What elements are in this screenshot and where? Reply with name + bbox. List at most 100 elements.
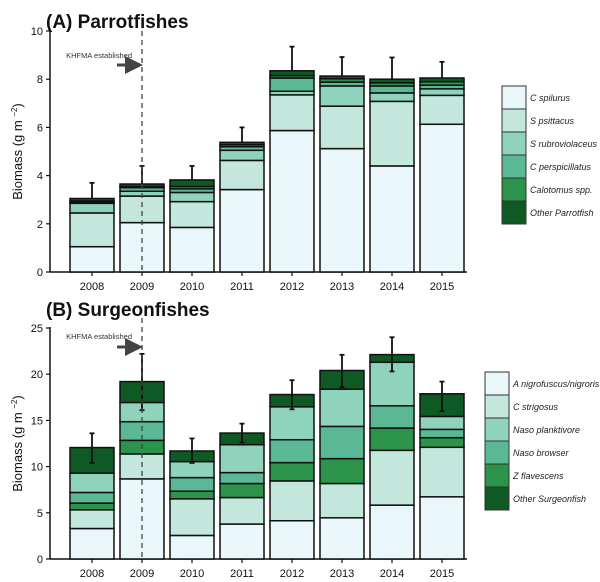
bar-segment-z-flavescens	[369, 427, 415, 452]
x-tick-label: 2011	[230, 281, 254, 293]
bar-segment-s-psittacus	[369, 100, 415, 167]
bar-segment-z-flavescens	[69, 502, 115, 511]
bar-segment-naso-browser	[169, 476, 215, 492]
legend-label: S psittacus	[530, 116, 575, 126]
x-tick-label: 2013	[330, 281, 354, 293]
bar-segment-naso-planktivore	[269, 406, 315, 441]
bar-segment-c-spilurus	[169, 226, 215, 273]
bar-segment-c-strigosus	[169, 498, 215, 537]
x-tick-label: 2008	[80, 281, 104, 293]
panel-title: (B) Surgeonfishes	[46, 300, 210, 321]
y-axis-label-text: Biomass (g m	[10, 409, 25, 492]
legend-label: C strigosus	[513, 402, 559, 412]
bar-segment-naso-browser	[69, 491, 115, 504]
bar-segment-naso-browser	[269, 438, 315, 464]
legend-label: Naso planktivore	[513, 425, 580, 435]
y-axis-label-text: Biomass (g m	[10, 117, 25, 200]
bar-segment-c-spilurus	[419, 123, 465, 273]
legend-label: Other Surgeonfish	[513, 494, 586, 504]
bar-segment-other-parrotfish	[269, 70, 315, 77]
legend-swatch	[484, 440, 510, 465]
bar-segment-c-strigosus	[369, 449, 415, 506]
legend-swatch	[484, 417, 510, 442]
y-tick-label: 10	[31, 26, 43, 38]
bar-segment-s-rubroviolaceus	[69, 202, 115, 214]
bar-segment-c-spilurus	[219, 188, 265, 273]
y-tick-label: 10	[31, 462, 43, 474]
x-tick-label: 2013	[330, 568, 354, 580]
bar-segment-s-psittacus	[419, 94, 465, 126]
panel-title: (A) Parrotfishes	[46, 12, 189, 33]
x-tick-label: 2014	[380, 568, 404, 580]
bar-segment-z-flavescens	[419, 436, 465, 449]
khfma-annotation: KHFMA established	[66, 51, 132, 60]
legend-swatch	[484, 486, 510, 511]
bar-segment-c-perspicillatus	[369, 85, 415, 94]
y-tick-label: 5	[37, 508, 43, 520]
legend-swatch	[501, 85, 527, 110]
legend: C spilurus S psittacus S rubroviolaceus C p…	[501, 85, 598, 225]
bar-segment-c-spilurus	[69, 245, 115, 273]
bar-segment-a-nigrofuscus-nigroris	[219, 523, 265, 560]
bar-segment-c-spilurus	[319, 147, 365, 273]
x-tick-label: 2010	[180, 568, 204, 580]
legend-label: Calotomus spp.	[530, 185, 593, 195]
bar-segment-c-perspicillatus	[269, 77, 315, 93]
x-tick-label: 2009	[130, 281, 154, 293]
x-tick-label: 2011	[230, 568, 254, 580]
bar-segment-a-nigrofuscus-nigroris	[369, 504, 415, 560]
y-axis-label: Biomass (g m −2)	[10, 395, 25, 492]
bar-segment-naso-planktivore	[69, 472, 115, 494]
x-tick-label: 2014	[380, 281, 404, 293]
bar-segment-a-nigrofuscus-nigroris	[419, 496, 465, 560]
bar-segment-other-parrotfish	[419, 77, 465, 83]
y-tick-label: 2	[37, 219, 43, 231]
khfma-annotation: KHFMA established	[66, 332, 132, 341]
y-tick-label: 25	[31, 323, 43, 335]
bar-segment-s-rubroviolaceus	[219, 149, 265, 162]
bar-segment-a-nigrofuscus-nigroris	[69, 527, 115, 560]
bar-segment-naso-browser	[219, 471, 265, 485]
bar-segment-z-flavescens	[219, 482, 265, 499]
panel-a-parrotfishes: (A) Parrotfishes Biomass (g m −2) 0 2 4 6 8 10 2…	[10, 12, 598, 293]
bar-segment-c-strigosus	[69, 509, 115, 530]
x-tick-label: 2015	[430, 568, 454, 580]
bar-segment-other-parrotfish	[319, 75, 365, 80]
y-axis-label: Biomass (g m −2)	[10, 103, 25, 200]
bar-segment-c-strigosus	[419, 446, 465, 498]
bar-segment-c-strigosus	[319, 482, 365, 519]
y-tick-label: 4	[37, 171, 43, 183]
legend-swatch	[484, 394, 510, 419]
x-tick-label: 2015	[430, 281, 454, 293]
x-tick-label: 2009	[130, 568, 154, 580]
bar-segment-other-parrotfish	[169, 179, 215, 188]
bar-segment-naso-browser	[369, 405, 415, 429]
bar-segment-c-spilurus	[269, 129, 315, 273]
bar-segment-z-flavescens	[269, 461, 315, 482]
bar-segment-a-nigrofuscus-nigroris	[169, 534, 215, 560]
y-axis-label-end: )	[10, 395, 25, 399]
bar-segment-s-rubroviolaceus	[369, 92, 415, 103]
legend-label: Naso browser	[513, 448, 570, 458]
legend-label: A nigrofuscus/nigroris	[512, 379, 600, 389]
y-tick-label: 6	[37, 122, 43, 134]
x-tick-label: 2012	[280, 568, 304, 580]
bar-segment-a-nigrofuscus-nigroris	[269, 519, 315, 560]
bar-segment-s-rubroviolaceus	[419, 88, 465, 97]
bar-segment-z-flavescens	[169, 490, 215, 500]
y-tick-label: 20	[31, 369, 43, 381]
legend-swatch	[484, 463, 510, 488]
legend-label: Other Parrotfish	[530, 208, 594, 218]
bar-segment-c-spilurus	[369, 165, 415, 273]
bar-segment-s-rubroviolaceus	[319, 85, 365, 107]
bar-segment-c-strigosus	[219, 496, 265, 525]
y-tick-label: 0	[37, 554, 43, 566]
bar-segment-s-psittacus	[269, 94, 315, 132]
legend-swatch	[501, 200, 527, 225]
legend-swatch	[501, 154, 527, 179]
bar-segment-s-psittacus	[219, 159, 265, 191]
bar-segment-naso-planktivore	[169, 460, 215, 479]
y-axis-label-superscript: −2	[10, 399, 19, 409]
legend-label: Z flavescens	[512, 471, 564, 481]
